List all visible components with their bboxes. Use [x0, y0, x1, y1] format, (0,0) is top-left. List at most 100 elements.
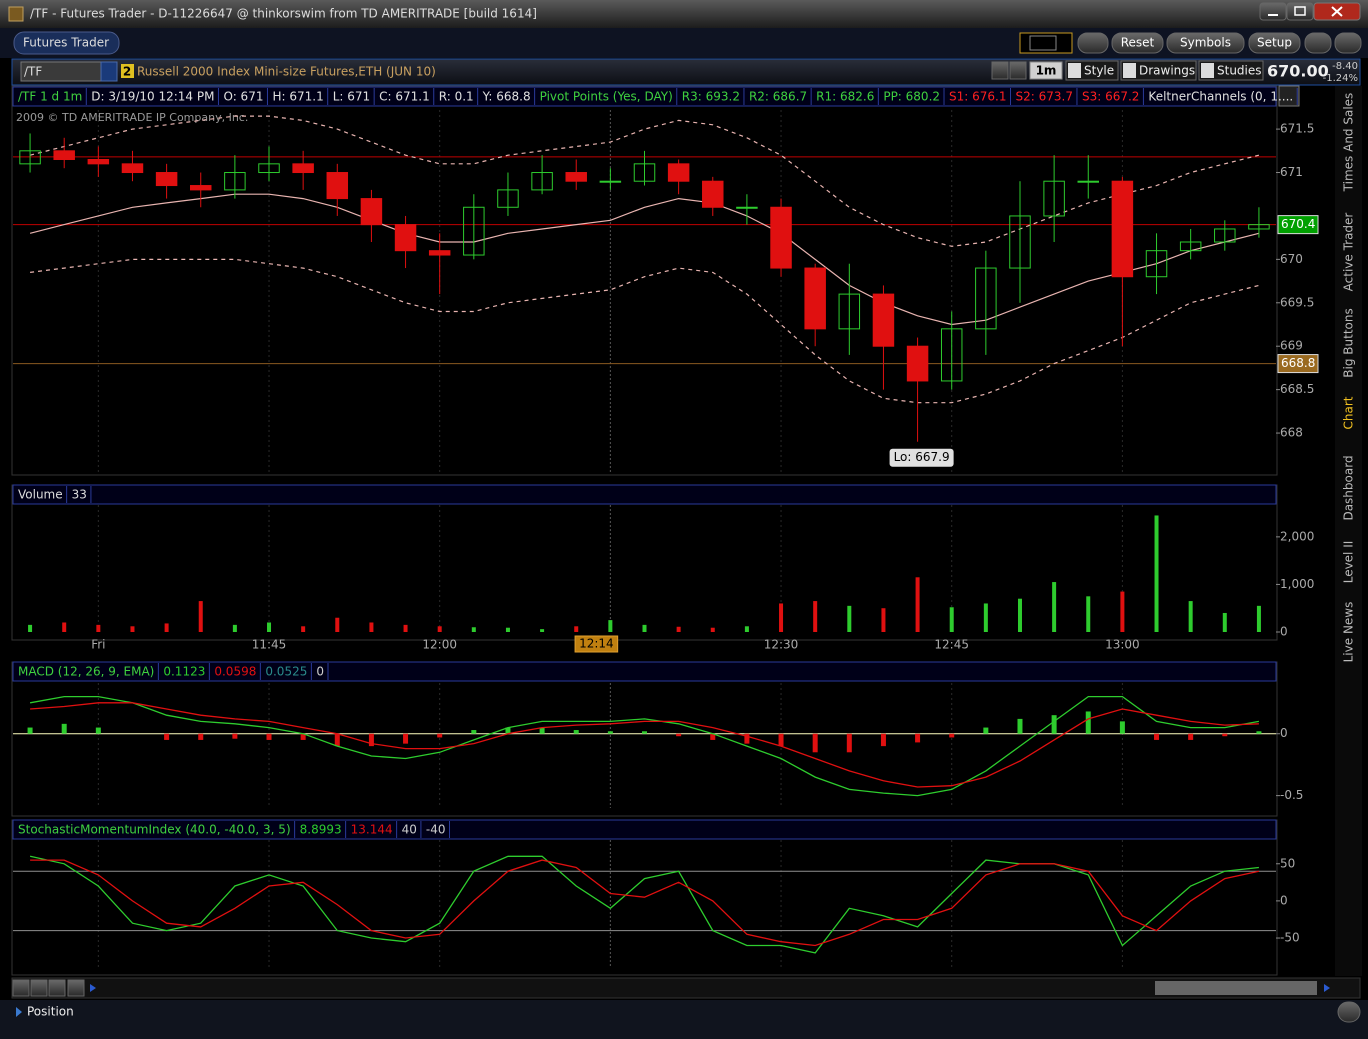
header-item: 8.8993	[300, 823, 342, 837]
volume-bar	[403, 624, 408, 632]
low-annotation: Lo: 667.9	[894, 450, 950, 464]
side-tab[interactable]: Active Trader	[1342, 213, 1356, 292]
toolbar-button-label[interactable]: Reset	[1121, 36, 1155, 50]
volume-bar	[847, 605, 852, 632]
candle-body	[394, 224, 417, 252]
volume-bar	[471, 627, 476, 632]
volume-bar	[574, 626, 579, 632]
tool-button-label[interactable]: Studies	[1217, 64, 1262, 78]
zoom-out-icon[interactable]	[48, 979, 66, 997]
toolbar-button-label[interactable]: Symbols	[1180, 36, 1231, 50]
side-tab[interactable]: Chart	[1342, 396, 1356, 429]
scroll-left[interactable]	[90, 984, 96, 992]
side-tab[interactable]: Live News	[1342, 602, 1356, 663]
candle-body	[428, 250, 451, 256]
y-tick-label: 670	[1280, 252, 1303, 266]
header-item: -40	[426, 823, 446, 837]
expand-arrow[interactable]	[16, 1007, 22, 1017]
tool-button-label[interactable]: Style	[1084, 64, 1114, 78]
header-item: PP: 680.2	[883, 90, 940, 104]
pin-button[interactable]	[1304, 32, 1332, 54]
histogram-bar	[949, 733, 955, 738]
side-tab[interactable]: Dashboard	[1342, 455, 1356, 520]
aggregation-box[interactable]	[1029, 61, 1063, 80]
tool-button[interactable]	[1120, 60, 1197, 81]
candle-body	[497, 189, 519, 208]
candle-body	[224, 172, 246, 191]
histogram-bar	[1222, 733, 1228, 737]
header-item: O: 671	[223, 90, 263, 104]
candle-body	[1179, 241, 1202, 252]
histogram-bar	[880, 733, 886, 747]
cursor-time-label: 12:14	[579, 637, 614, 651]
tool-icon[interactable]	[991, 61, 1009, 80]
study-line	[29, 695, 1260, 797]
candle-body	[1009, 215, 1031, 269]
tab[interactable]	[13, 31, 120, 55]
symbol[interactable]: /TF	[24, 65, 42, 79]
chart-settings-icon[interactable]	[1278, 85, 1300, 107]
candle-body	[940, 328, 963, 382]
tool-button-label[interactable]: Drawings	[1139, 64, 1195, 78]
toolbar-button[interactable]	[1248, 32, 1301, 54]
close-glyph	[1331, 6, 1343, 17]
maximize-button[interactable]	[1286, 2, 1314, 21]
tool-button[interactable]	[1198, 60, 1264, 81]
aggregation[interactable]: 1m	[1036, 64, 1057, 78]
histogram-bar	[642, 731, 647, 734]
tab-label[interactable]: Futures Trader	[23, 36, 109, 50]
scroll-thumb[interactable]	[1155, 981, 1317, 995]
toolbar-button-label[interactable]: Setup	[1257, 36, 1292, 50]
link-button[interactable]	[1077, 32, 1109, 54]
position-bar	[0, 1000, 1368, 1039]
y-tick-label: 50	[1280, 856, 1295, 870]
app-icon	[8, 6, 24, 22]
side-tab[interactable]: Level II	[1342, 541, 1356, 584]
volume-bar	[949, 607, 954, 632]
title-bar	[0, 0, 1368, 28]
side-tab[interactable]: Big Buttons	[1342, 308, 1356, 377]
position-menu[interactable]	[1337, 1001, 1361, 1023]
candle-body	[1214, 228, 1236, 243]
side-tab[interactable]: Times And Sales	[1342, 93, 1356, 193]
toolbar-button[interactable]	[1166, 32, 1245, 54]
candle-body	[1248, 224, 1270, 230]
panel-header	[12, 819, 1277, 840]
minimize-button[interactable]	[1259, 2, 1287, 21]
tool-icon[interactable]	[1009, 61, 1027, 80]
position-label[interactable]: Position	[27, 1005, 74, 1019]
scroll-bar	[11, 977, 1361, 999]
header-item: Volume	[18, 488, 63, 502]
histogram-bar	[471, 730, 477, 734]
candle-body	[872, 293, 895, 347]
volume-bar	[881, 608, 886, 632]
volume-bar	[96, 624, 101, 632]
histogram-bar	[437, 733, 443, 738]
header-item: 0.0598	[214, 665, 256, 679]
grid-icon[interactable]	[12, 979, 30, 997]
volume-bar	[369, 622, 374, 632]
study-line	[30, 859, 1260, 947]
histogram-bar	[607, 731, 613, 734]
panel-header	[12, 86, 1277, 107]
x-tick-label: 12:30	[764, 638, 799, 652]
volume-bar	[232, 624, 237, 632]
histogram-bar	[1051, 715, 1057, 734]
dollar-icon[interactable]	[67, 979, 85, 997]
header-item: H: 671.1	[272, 90, 323, 104]
candle-body	[975, 267, 997, 330]
zoom-icon[interactable]	[30, 979, 48, 997]
volume-bar	[301, 626, 306, 632]
scroll-right[interactable]	[1324, 984, 1330, 992]
x-tick-label: 12:00	[422, 638, 457, 652]
candle-body	[360, 198, 383, 226]
histogram-bar	[710, 733, 716, 740]
study-line	[30, 702, 1259, 788]
detach-button[interactable]	[1334, 32, 1362, 54]
candle-body	[565, 172, 587, 182]
percent-change: -1.24%	[1323, 73, 1358, 84]
candle-body	[1111, 180, 1134, 278]
symbol-dropdown[interactable]	[100, 61, 118, 82]
toolbar-button[interactable]	[1111, 32, 1164, 54]
